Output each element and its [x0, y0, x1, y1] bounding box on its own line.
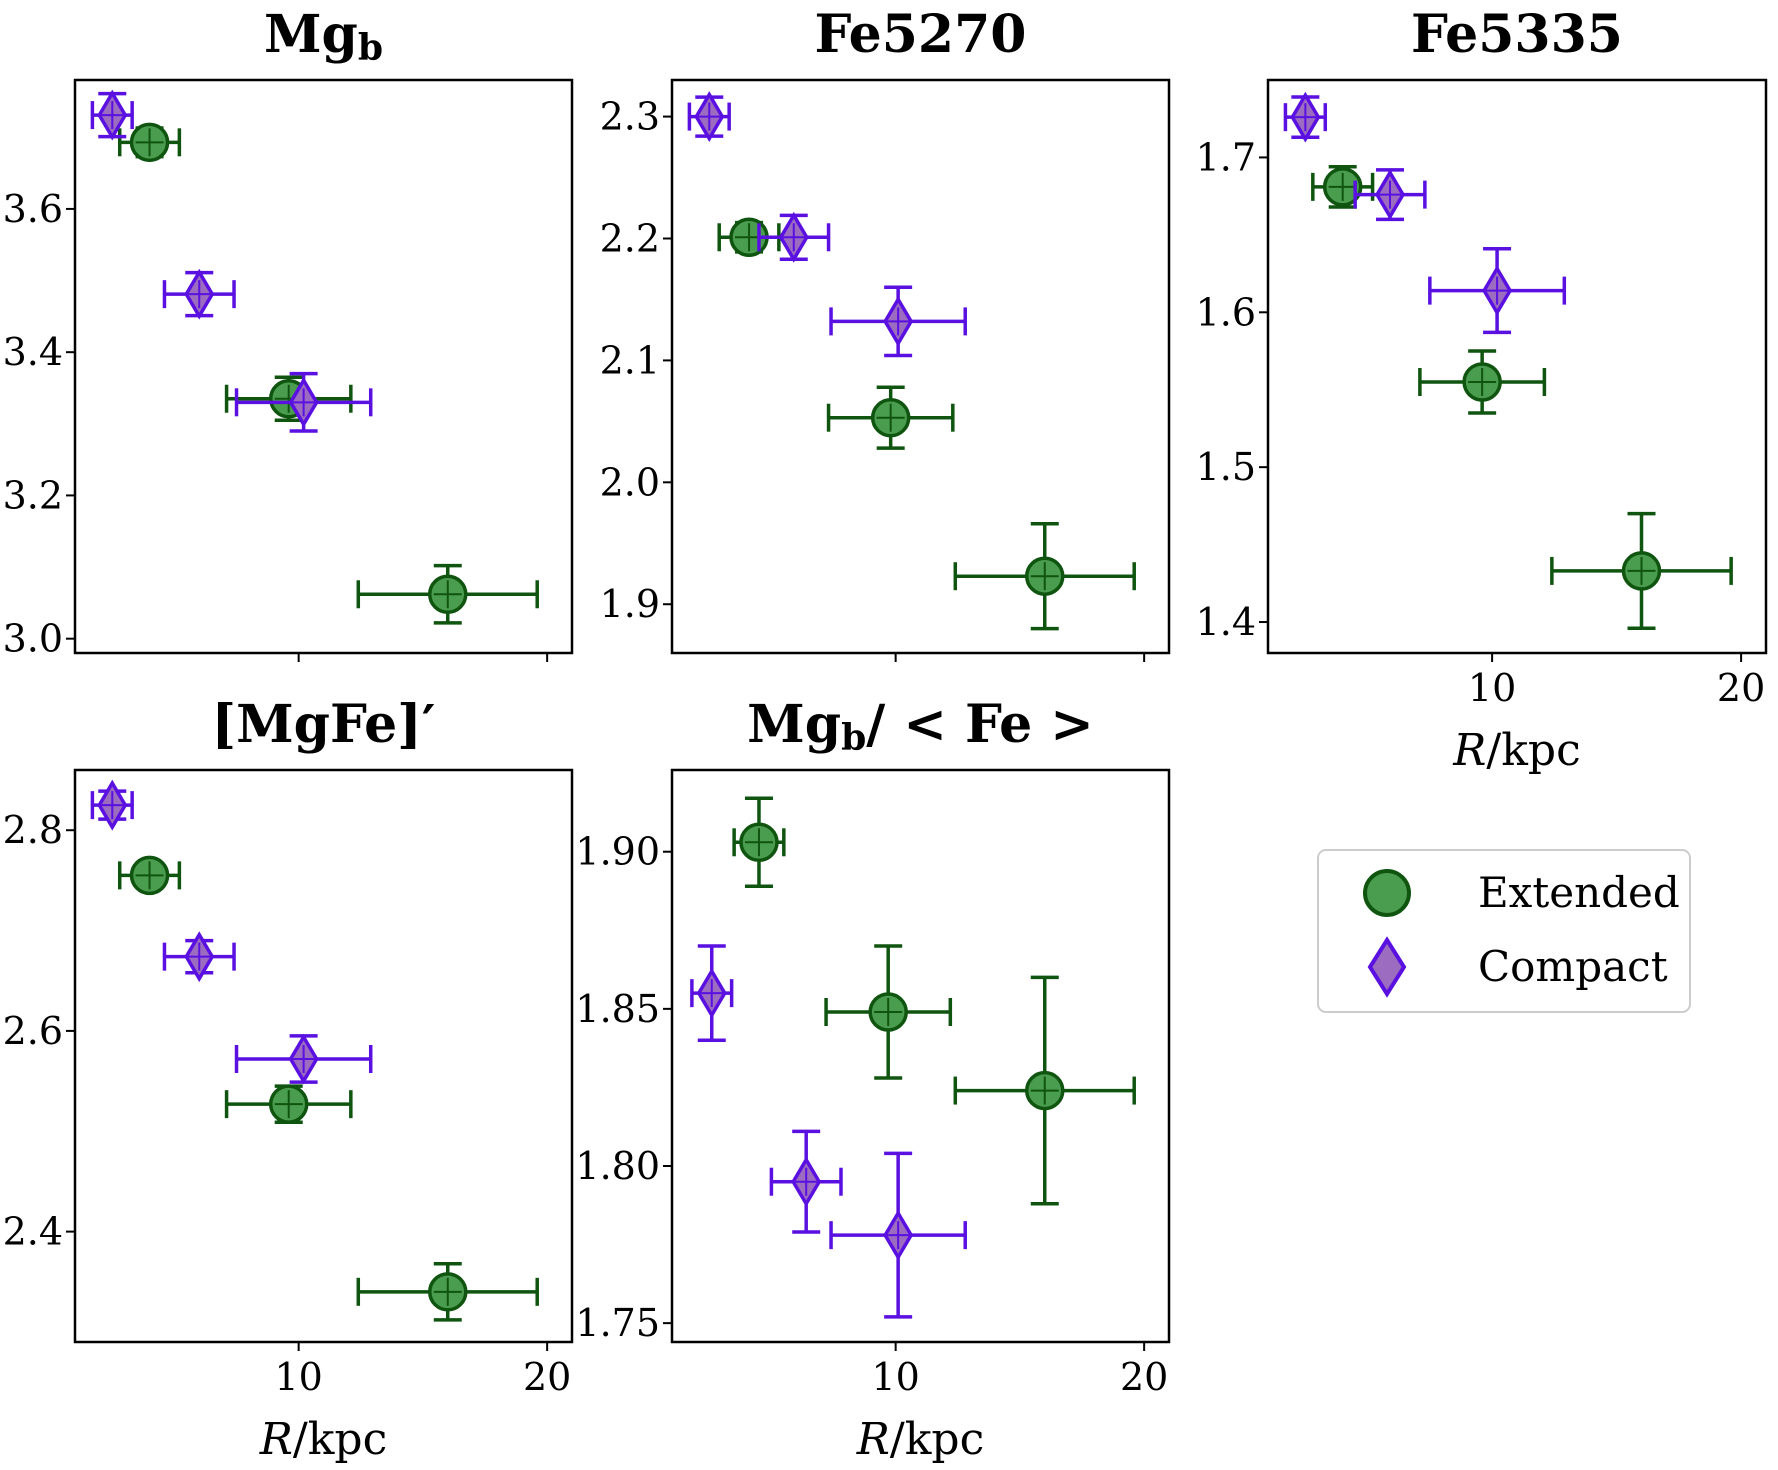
panel-title: [MgFe]′	[212, 694, 436, 755]
panel-title: Mgb	[264, 4, 383, 69]
title-main: Fe5270	[815, 4, 1027, 65]
legend-marker-extended	[1363, 869, 1411, 917]
x-tick-label: 10	[871, 1355, 919, 1399]
panel-title: Fe5270	[815, 4, 1027, 65]
y-tick-label: 2.1	[600, 338, 660, 382]
title-main: [MgFe]′	[212, 694, 436, 755]
series-compact	[90, 89, 373, 433]
series-compact	[1283, 91, 1567, 335]
title-main: Fe5335	[1411, 4, 1623, 65]
y-tick-label: 1.80	[575, 1144, 660, 1188]
legend: Extended Compact	[1317, 849, 1691, 1013]
panel-fe5270: Fe5270 1.9 2.0 2.1 2.2 2.3	[600, 4, 1171, 662]
x-axis-label-unit: /kpc	[293, 1414, 387, 1465]
series-extended	[1311, 164, 1733, 630]
title-subscript: b	[358, 27, 383, 69]
y-tick-label: 1.9	[600, 582, 660, 626]
legend-marker-compact	[1367, 936, 1407, 998]
y-tick-label: 3.6	[3, 187, 63, 231]
plot-frame	[670, 78, 1171, 655]
x-axis-label-unit: /kpc	[1486, 725, 1580, 776]
x-tick-label: 10	[274, 1355, 322, 1399]
legend-label-compact: Compact	[1478, 942, 1668, 991]
plot-frame	[73, 78, 574, 655]
y-tick-label: 3.0	[3, 617, 63, 661]
legend-label-extended: Extended	[1478, 868, 1680, 917]
y-tick-label: 3.4	[3, 330, 63, 374]
y-tick-label: 2.0	[600, 460, 660, 504]
y-tick-label: 2.2	[600, 216, 660, 260]
y-tick-label: 1.7	[1196, 135, 1256, 179]
plot-frame	[1266, 78, 1768, 655]
x-axis-label-var: R	[259, 1414, 293, 1465]
y-tick-label: 1.5	[1196, 445, 1256, 489]
series-compact	[690, 944, 967, 1319]
y-tick-label: 1.4	[1196, 600, 1256, 644]
series-extended	[717, 217, 1136, 631]
y-tick-label: 1.6	[1196, 290, 1256, 334]
plot-frame	[670, 768, 1171, 1344]
y-tick-label: 2.4	[3, 1210, 63, 1254]
x-axis-label-unit: /kpc	[890, 1414, 984, 1465]
x-tick-label: 20	[1120, 1355, 1168, 1399]
x-tick-label: 20	[1717, 666, 1765, 710]
title-suffix: / < Fe >	[866, 694, 1094, 755]
panel-mgb-fe-ratio: Mgb/ < Fe > 1.75 1.80 1.85 1.90 10 20 R/kpc	[575, 694, 1171, 1465]
y-tick-label: 1.85	[575, 987, 660, 1031]
y-tick-label: 2.8	[3, 808, 63, 852]
y-tick-label: 1.75	[575, 1301, 660, 1345]
x-axis-label: R/kpc	[259, 1414, 387, 1465]
panel-mgb: Mgb 3.0 3.2 3.4 3.6	[3, 4, 574, 662]
series-extended	[117, 122, 539, 625]
x-axis-label-var: R	[1452, 725, 1486, 776]
series-compact	[687, 91, 967, 358]
x-axis-label: R/kpc	[1452, 725, 1580, 776]
y-tick-label: 2.3	[600, 95, 660, 139]
legend-frame	[1317, 849, 1691, 1013]
x-axis-label: R/kpc	[856, 1414, 984, 1465]
title-main: Mg	[747, 694, 841, 755]
x-axis-label-var: R	[856, 1414, 890, 1465]
y-tick-label: 2.6	[3, 1009, 63, 1053]
series-extended	[732, 796, 1136, 1206]
plot-frame	[73, 768, 574, 1344]
y-tick-label: 3.2	[3, 473, 63, 517]
panel-title: Fe5335	[1411, 4, 1623, 65]
series-compact	[90, 779, 373, 1085]
x-tick-label: 20	[523, 1355, 571, 1399]
title-main: Mg	[264, 4, 358, 65]
series-extended	[117, 855, 539, 1322]
y-tick-label: 1.90	[575, 830, 660, 874]
x-tick-label: 10	[1468, 666, 1516, 710]
panel-mgfe-prime: [MgFe]′ 2.4 2.6 2.8 10 20 R/kpc	[3, 694, 574, 1465]
panel-fe5335: Fe5335 1.4 1.5 1.6 1.7 10 20 R/kpc	[1196, 4, 1768, 776]
title-subscript: b	[841, 717, 866, 759]
panel-title: Mgb/ < Fe >	[747, 694, 1094, 759]
